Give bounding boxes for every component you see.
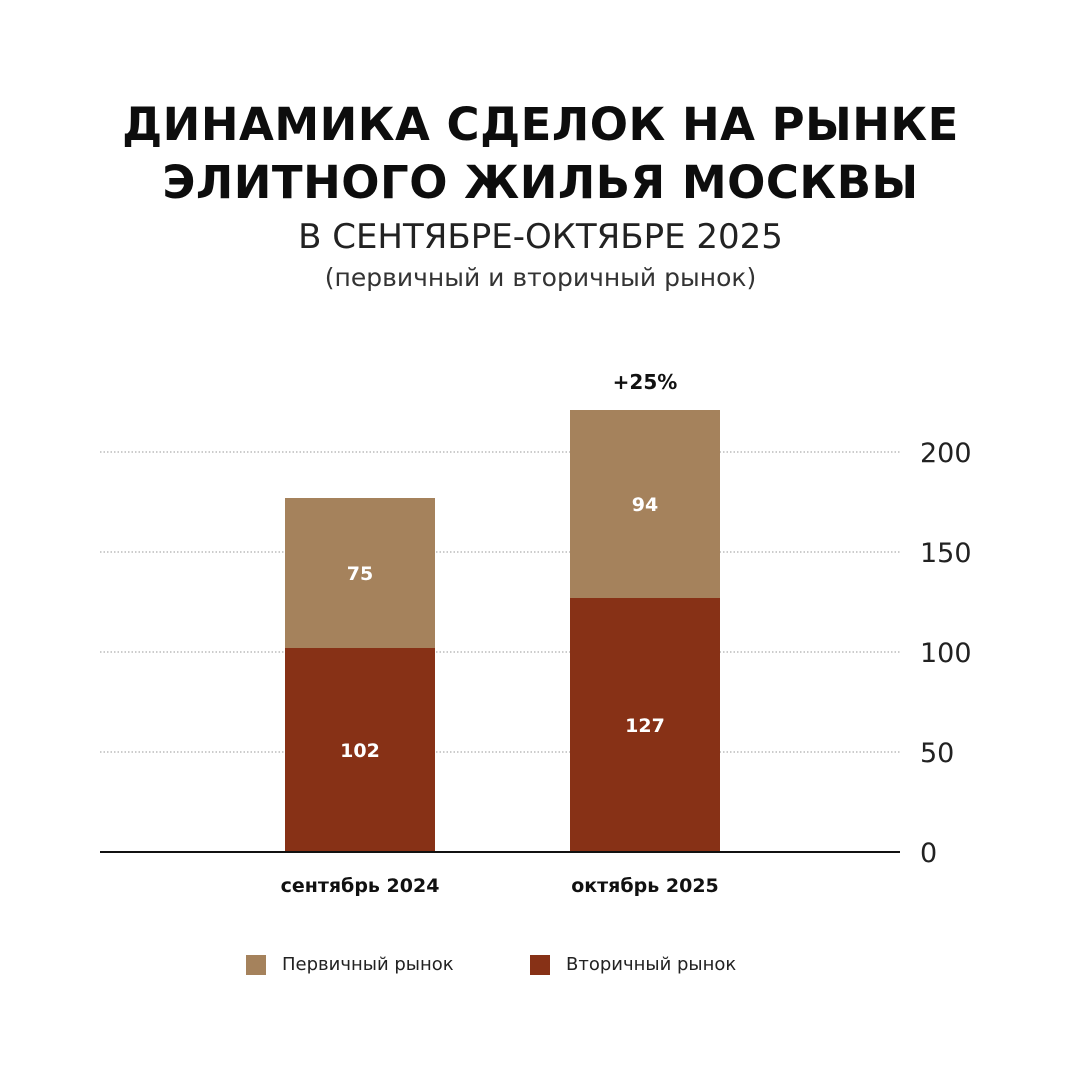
y-tick-label-200: 200 <box>920 438 972 469</box>
legend: Первичный рынок Вторичный рынок <box>0 954 1081 982</box>
chart-note: (первичный и вторичный рынок) <box>324 263 757 292</box>
bar-value-label-secondary-0: 102 <box>340 740 380 762</box>
bar-value-label-secondary-1: 127 <box>625 715 665 737</box>
growth-annotation: +25% <box>613 370 678 394</box>
bar-value-label-primary-1: 94 <box>632 494 658 516</box>
chart-title-line-1: ДИНАМИКА СДЕЛОК НА РЫНКЕ <box>122 98 959 151</box>
chart-subtitle: В СЕНТЯБРЕ-ОКТЯБРЕ 2025 <box>298 217 783 257</box>
legend-item-secondary: Вторичный рынок <box>530 954 736 975</box>
y-tick-label-50: 50 <box>920 738 954 769</box>
y-tick-label-0: 0 <box>920 838 937 869</box>
bar-secondary-1 <box>570 598 720 852</box>
y-tick-label-150: 150 <box>920 538 972 569</box>
legend-label-primary: Первичный рынок <box>282 954 454 975</box>
y-tick-label-100: 100 <box>920 638 972 669</box>
x-category-label-0: сентябрь 2024 <box>281 875 440 897</box>
legend-swatch-primary <box>246 954 266 975</box>
legend-label-secondary: Вторичный рынок <box>566 954 737 975</box>
legend-swatch-secondary <box>530 954 550 975</box>
chart-title: ДИНАМИКА СДЕЛОК НА РЫНКЕ ЭЛИТНОГО ЖИЛЬЯ … <box>0 96 1081 212</box>
bar-primary-0 <box>285 498 435 648</box>
x-category-label-1: октябрь 2025 <box>571 875 719 897</box>
chart-title-line-2: ЭЛИТНОГО ЖИЛЬЯ МОСКВЫ <box>162 156 919 209</box>
bar-secondary-0 <box>285 648 435 852</box>
bar-value-label-primary-0: 75 <box>347 563 373 585</box>
legend-item-primary: Первичный рынок <box>246 954 454 975</box>
bar-primary-1 <box>570 410 720 598</box>
